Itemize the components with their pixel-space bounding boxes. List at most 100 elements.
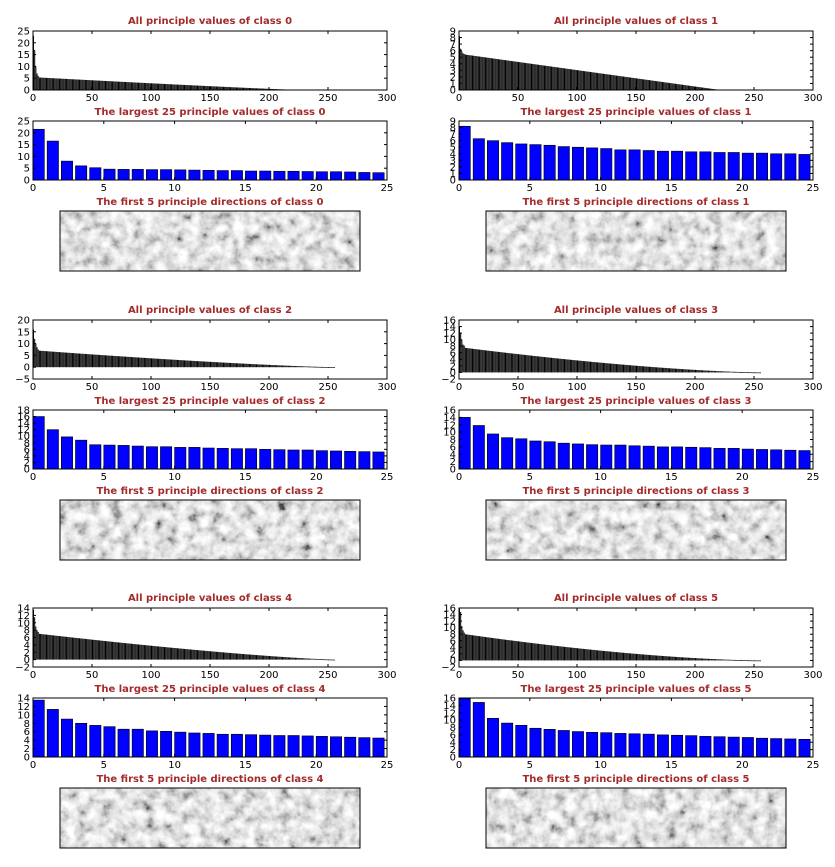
all-values-bar-class-5: [666, 656, 668, 661]
all-values-bar-class-2: [175, 359, 177, 368]
all-values-bar-class-4: [303, 658, 305, 660]
all-values-bar-class-0: [212, 86, 214, 90]
all-values-bar-class-3: [553, 358, 555, 373]
all-values-bar-class-5: [608, 651, 610, 661]
all-values-bar-class-2: [261, 364, 263, 368]
top25-bar-class-1: [487, 140, 499, 181]
all-values-bar-class-1: [641, 79, 643, 90]
all-values-bar-class-3: [660, 367, 662, 373]
top25-bar-class-4: [160, 730, 173, 758]
top25-bar-class-2: [372, 451, 385, 470]
all-values-bar-class-3: [463, 345, 465, 373]
all-values-bar-class-2: [310, 366, 312, 368]
all-values-bar-class-5: [682, 657, 684, 661]
top25-bar-class-2: [131, 445, 144, 470]
all-values-bar-class-0: [58, 78, 60, 90]
all-values-bar-class-4: [36, 630, 38, 660]
all-values-xtick-label: 250: [318, 382, 337, 393]
top25-xtick-label: 10: [168, 183, 181, 194]
all-values-bar-class-2: [42, 350, 44, 368]
all-values-bar-class-1: [473, 55, 475, 90]
top25-ytick-label: 8: [450, 123, 456, 134]
top25-frame: [32, 120, 388, 181]
top25-bar-class-1: [557, 146, 570, 181]
top25-bar-class-2: [245, 448, 258, 470]
all-values-bar-class-3: [470, 348, 472, 373]
all-values-bar-class-4: [148, 645, 150, 660]
all-values-bar-class-4: [277, 656, 279, 660]
all-values-bar-class-4: [284, 657, 286, 660]
all-values-bar-class-5: [748, 660, 750, 662]
all-values-bar-class-4: [318, 659, 320, 660]
all-values-bar-class-3: [726, 371, 728, 373]
all-values-bar-class-0: [241, 87, 243, 90]
all-values-bar-class-4: [128, 643, 130, 660]
all-values-bar-class-4: [258, 655, 260, 660]
top25-bar-class-0: [344, 171, 357, 181]
all-values-bar-class-3: [630, 365, 632, 373]
top25-bar-class-1: [713, 152, 726, 181]
all-values-bar-class-1: [543, 65, 545, 90]
all-values-bar-class-0: [146, 83, 148, 90]
top25-bar-class-4: [131, 728, 144, 758]
all-values-bar-class-0: [247, 87, 249, 90]
all-values-bar-class-2: [188, 360, 190, 368]
all-values-bar-class-1: [521, 62, 523, 90]
all-values-bar-class-5: [674, 656, 676, 661]
top25-bar-class-0: [358, 172, 371, 181]
all-values-xtick-label: 100: [141, 670, 160, 681]
top25-bar-class-1: [756, 152, 768, 181]
all-values-bar-class-0: [230, 87, 232, 90]
top25-xtick-label: 10: [168, 472, 181, 483]
top25-bar-class-4: [315, 736, 328, 758]
all-values-bar-class-2: [161, 358, 163, 368]
all-values-bar-class-5: [735, 659, 737, 661]
top25-bar-class-0: [315, 171, 328, 181]
all-values-bar-class-2: [220, 362, 222, 368]
all-values-bar-class-5: [679, 657, 681, 661]
top25-bar-class-0: [202, 170, 215, 181]
all-values-bar-class-3: [490, 351, 492, 373]
top25-xtick-label: 5: [527, 183, 533, 194]
all-values-bar-class-0: [265, 88, 267, 90]
all-values-bar-class-3: [736, 371, 738, 373]
top25-bar-class-4: [145, 730, 158, 758]
principle-directions-frame: [485, 787, 787, 849]
all-values-bar-class-3: [626, 364, 628, 373]
top25-bar-class-2: [174, 447, 187, 470]
all-values-bar-class-4: [211, 651, 213, 660]
all-values-bar-class-3: [486, 350, 488, 373]
all-values-bar-class-0: [103, 80, 105, 90]
all-values-bar-class-1: [686, 85, 688, 90]
top25-bar-class-0: [230, 170, 243, 181]
all-values-bar-class-2: [215, 362, 217, 368]
all-values-bar-class-3: [474, 349, 476, 373]
all-values-bar-class-1: [653, 80, 655, 90]
all-values-bar-class-5: [520, 641, 522, 661]
all-values-bar-class-4: [127, 643, 129, 660]
all-values-bar-class-4: [66, 636, 68, 660]
all-values-bar-class-2: [284, 365, 286, 368]
all-values-bar-class-1: [493, 58, 495, 90]
top25-bar-class-2: [344, 450, 357, 470]
top25-xtick-label: 0: [456, 472, 462, 483]
all-values-bar-class-2: [218, 362, 220, 368]
all-values-bar-class-4: [302, 658, 304, 660]
top25-xtick-label: 10: [594, 183, 607, 194]
all-values-bar-class-0: [237, 87, 239, 90]
all-values-bar-class-5: [751, 660, 753, 662]
top25-bar-class-3: [614, 444, 627, 470]
all-values-bar-class-1: [526, 63, 528, 90]
top25-bar-class-4: [103, 726, 116, 758]
top25-xtick-label: 20: [736, 183, 749, 194]
all-values-bar-class-4: [333, 659, 335, 661]
all-values-bar-class-1: [600, 73, 602, 90]
all-values-bar-class-3: [612, 363, 614, 373]
principle-directions-title: The first 5 principle directions of clas…: [522, 197, 749, 208]
all-values-bar-class-4: [142, 644, 144, 660]
all-values-bar-class-4: [55, 635, 57, 660]
all-values-bar-class-5: [534, 643, 536, 661]
all-values-bar-class-4: [160, 646, 162, 660]
top25-ytick-label: 6: [450, 136, 456, 147]
all-values-bar-class-3: [645, 366, 647, 373]
